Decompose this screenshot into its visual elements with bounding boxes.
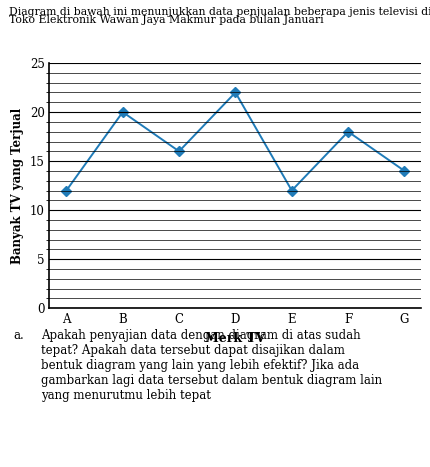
Text: Apakah penyajian data dengan diagram di atas sudah
tepat? Apakah data tersebut d: Apakah penyajian data dengan diagram di … [41, 329, 382, 402]
Text: Toko Elektronik Wawan Jaya Makmur pada bulan Januari: Toko Elektronik Wawan Jaya Makmur pada b… [9, 15, 323, 25]
Text: a.: a. [13, 329, 24, 342]
Text: Diagram di bawah ini menunjukkan data penjualan beberapa jenis televisi di: Diagram di bawah ini menunjukkan data pe… [9, 7, 430, 17]
Y-axis label: Banyak TV yang Terjual: Banyak TV yang Terjual [11, 107, 24, 264]
X-axis label: Merk TV: Merk TV [205, 332, 266, 345]
